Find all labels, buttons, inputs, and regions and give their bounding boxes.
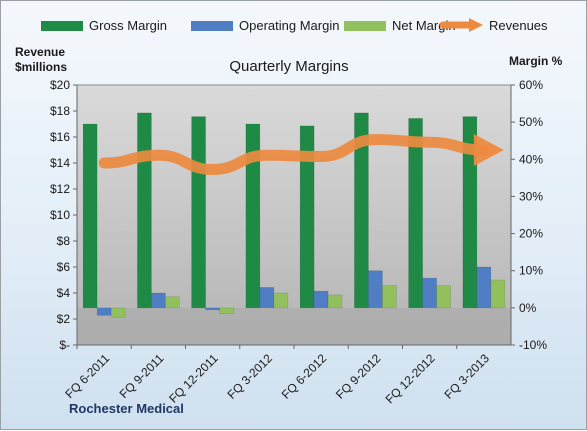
bar-gross-margin xyxy=(354,112,369,309)
y-left-tick-label: $14 xyxy=(50,156,70,170)
bar-gross-margin xyxy=(137,112,152,309)
bar-net-margin xyxy=(219,307,234,314)
bar-net-margin xyxy=(490,279,506,309)
y-right-tick-label: 50% xyxy=(519,115,543,129)
bar-gross-margin xyxy=(299,125,315,309)
chart-title: Quarterly Margins xyxy=(229,58,348,75)
bar-operating-margin xyxy=(422,277,437,309)
y-left-tick-label: $18 xyxy=(50,104,70,118)
y-right-tick-label: 0% xyxy=(519,301,537,315)
y-left-tick-label: $4 xyxy=(57,286,71,300)
bar-operating-margin xyxy=(313,290,329,309)
legend-swatch-gross-margin xyxy=(41,21,83,31)
x-tick-label: FQ 6-2011 xyxy=(62,351,112,401)
y-left-axis-title-line2: $millions xyxy=(15,60,67,74)
y-right-tick-label: -10% xyxy=(519,338,547,352)
plot-floor-shade xyxy=(77,307,511,345)
bar-gross-margin xyxy=(462,116,478,309)
bar-operating-margin xyxy=(205,307,220,311)
bar-gross-margin xyxy=(245,123,261,309)
y-right-tick-label: 60% xyxy=(519,78,543,92)
y-left-tick-label: $16 xyxy=(50,130,70,144)
bar-operating-margin xyxy=(151,292,166,309)
bar-net-margin xyxy=(273,292,289,309)
y-left-tick-label: $- xyxy=(59,338,70,352)
y-left-tick-label: $20 xyxy=(50,78,70,92)
bar-operating-margin xyxy=(259,287,275,309)
legend-label-operating-margin: Operating Margin xyxy=(239,18,339,33)
bar-gross-margin xyxy=(82,123,98,309)
company-name: Rochester Medical xyxy=(69,401,184,416)
x-tick-label: FQ 9-2012 xyxy=(333,351,384,402)
y-left-tick-label: $2 xyxy=(57,312,71,326)
x-tick-label: FQ 3-2012 xyxy=(225,351,276,402)
bar-net-margin xyxy=(110,307,126,318)
legend-label-revenues: Revenues xyxy=(489,18,548,33)
revenue-line xyxy=(98,134,490,176)
legend-label-net-margin: Net Margin xyxy=(392,18,456,33)
y-right-tick-label: 10% xyxy=(519,264,543,278)
x-tick-label: FQ 9-2011 xyxy=(117,351,167,401)
y-left-tick-label: $6 xyxy=(57,260,71,274)
y-left-axis-title-line1: Revenue xyxy=(15,45,65,59)
bar-gross-margin xyxy=(408,118,423,309)
y-left-tick-label: $8 xyxy=(57,234,71,248)
revenue-arrowhead xyxy=(473,134,504,166)
x-tick-label: FQ 3-2013 xyxy=(442,351,493,402)
legend: Gross Margin Operating Margin Net Margin Re… xyxy=(41,18,548,33)
y-right-tick-label: 20% xyxy=(519,227,543,241)
legend-arrow-revenues xyxy=(469,18,483,32)
legend-swatch-operating-margin xyxy=(191,21,233,31)
bar-net-margin xyxy=(327,294,343,309)
y-left-tick-label: $10 xyxy=(50,208,70,222)
bar-net-margin xyxy=(165,296,180,309)
y-right-axis-title: Margin % xyxy=(509,54,563,68)
bar-gross-margin xyxy=(191,116,206,309)
bar-net-margin xyxy=(382,285,397,309)
bar-operating-margin xyxy=(96,307,112,316)
y-right-tick-label: 40% xyxy=(519,152,543,166)
y-right-tick-label: 30% xyxy=(519,189,543,203)
y-left-tick-label: $12 xyxy=(50,182,70,196)
legend-label-gross-margin: Gross Margin xyxy=(89,18,167,33)
bar-operating-margin xyxy=(476,266,492,309)
x-tick-label: FQ 12-2011 xyxy=(166,351,221,406)
bar-operating-margin xyxy=(368,270,383,309)
legend-swatch-net-margin xyxy=(344,21,386,31)
bar-net-margin xyxy=(436,285,451,309)
x-tick-label: FQ 6-2012 xyxy=(279,351,330,402)
revenue-line-layer xyxy=(98,134,504,176)
x-tick-label: FQ 12-2012 xyxy=(383,351,438,406)
